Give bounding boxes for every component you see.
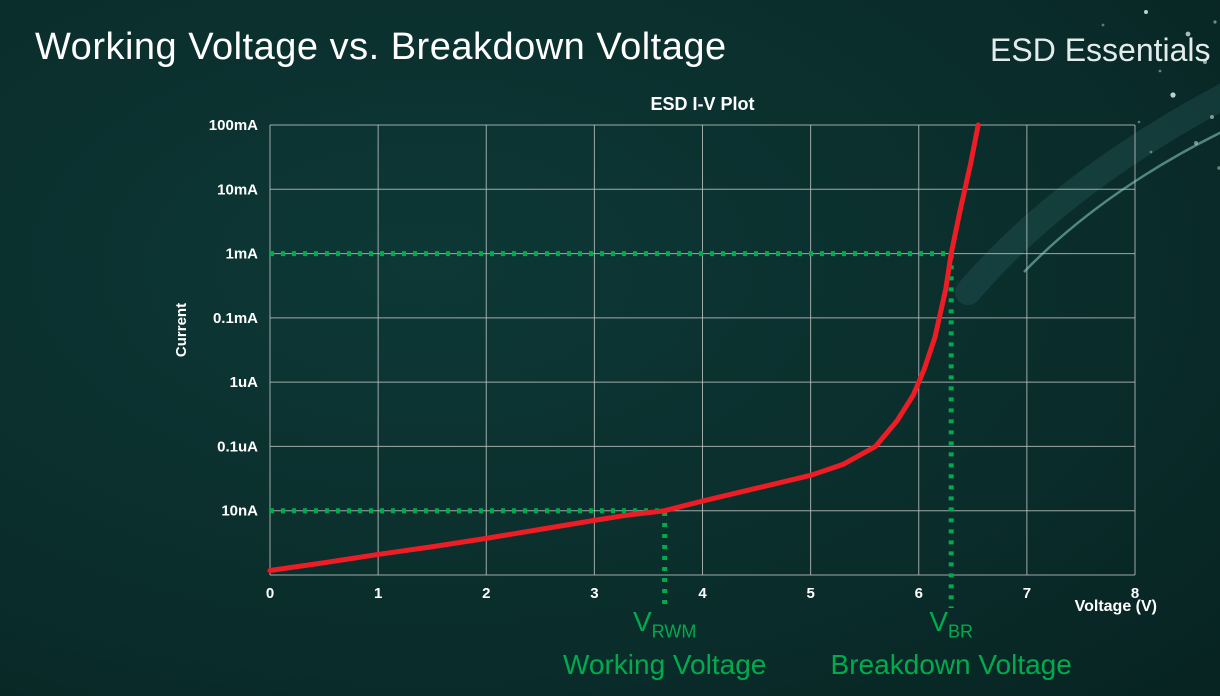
- background-stars-icon: [1088, 10, 1220, 170]
- working-voltage-caption: Working Voltage: [562, 648, 767, 680]
- y-tick-label: 0.1mA: [213, 310, 258, 327]
- x-tick-label: 2: [482, 585, 490, 602]
- x-tick-label: 7: [1023, 585, 1031, 602]
- breakdown-voltage-symbol: VBR: [929, 606, 974, 642]
- iv-curve: [267, 122, 981, 573]
- x-tick-label: 4: [698, 585, 707, 602]
- working-voltage-symbol: VRWM: [632, 606, 697, 642]
- x-tick-label: 6: [915, 585, 923, 602]
- annotation-breakdown-voltage: VBR Breakdown Voltage: [831, 607, 1072, 681]
- background-swoosh-soft-icon: [955, 83, 1220, 305]
- annotation-working-voltage: VRWM Working Voltage: [563, 607, 766, 681]
- x-tick-label: 8: [1131, 585, 1139, 602]
- y-tick-label: 10nA: [221, 503, 258, 520]
- y-tick-label: 0.1uA: [217, 438, 258, 455]
- y-tick-label: 1uA: [230, 374, 259, 391]
- x-axis-label: Voltage (V): [1074, 598, 1157, 615]
- x-tick-label: 0: [266, 585, 274, 602]
- x-tick-label: 5: [806, 585, 814, 602]
- x-tick-label: 1: [374, 585, 382, 602]
- breakdown-voltage-caption: Breakdown Voltage: [830, 648, 1072, 680]
- slide-title: Working Voltage vs. Breakdown Voltage: [35, 26, 727, 68]
- y-axis-label: Current: [173, 302, 190, 358]
- background-swoosh-line-icon: [1023, 131, 1220, 273]
- y-tick-label: 10mA: [217, 181, 258, 198]
- guide-line-rwm: [270, 508, 668, 608]
- chart-title: ESD I-V Plot: [650, 94, 755, 114]
- brand-logo: ESD Essentials: [990, 32, 1211, 68]
- y-tick-label: 100mA: [209, 117, 258, 134]
- y-tick-label: 1mA: [225, 246, 258, 263]
- x-tick-label: 3: [590, 585, 598, 602]
